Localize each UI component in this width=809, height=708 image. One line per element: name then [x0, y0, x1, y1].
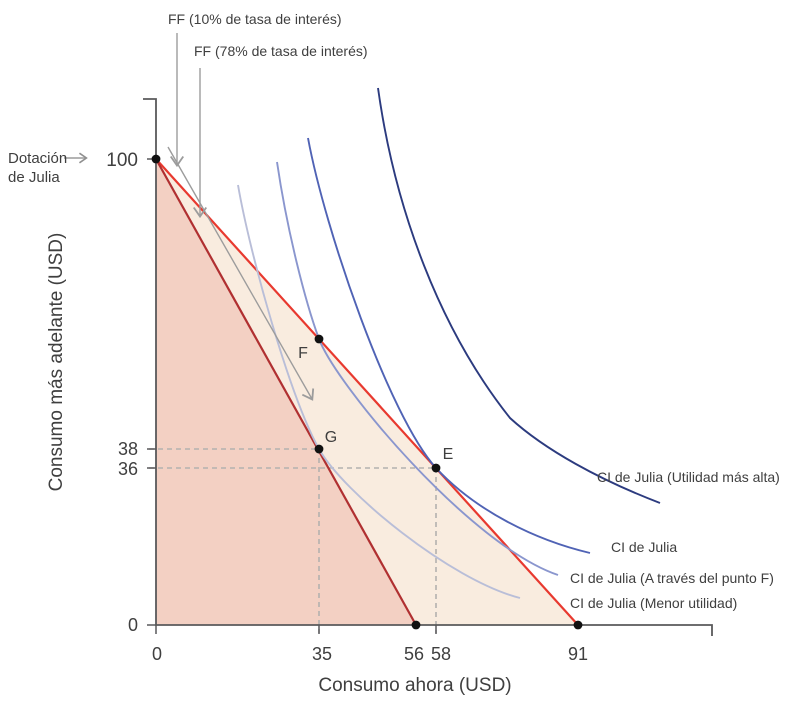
x-axis-title: Consumo ahora (USD) — [318, 675, 511, 696]
ff-10pct-label: FF (10% de tasa de interés) — [168, 11, 342, 27]
ci-julia-curve — [307, 137, 591, 554]
ci-lowest-label: CI de Julia (Menor utilidad) — [570, 595, 737, 611]
indifference-curves — [237, 87, 661, 599]
ci-through-f-label: CI de Julia (A través del punto F) — [570, 570, 774, 586]
dashed-guides — [149, 448, 437, 633]
x-tick-label-91: 91 — [568, 644, 588, 664]
ff-78pct-label: FF (78% de tasa de interés) — [194, 43, 368, 59]
y-axis-title: Consumo más adelante (USD) — [46, 233, 67, 492]
ci-julia-label: CI de Julia — [611, 539, 677, 555]
ci-highest-utility-curve — [377, 87, 661, 504]
endowment-point — [151, 154, 161, 164]
ff-78pct-budget-line — [155, 158, 417, 626]
y-tick-label-0: 0 — [128, 615, 138, 635]
x-tick-label-0: 0 — [152, 644, 162, 664]
y-tick-label-36: 36 — [118, 459, 138, 479]
y-tick-label-100: 100 — [106, 150, 138, 171]
endowment-label-line1: Dotación — [8, 150, 67, 167]
point-e-label: E — [443, 446, 454, 463]
annotation-arrows — [64, 33, 315, 401]
data-points — [151, 154, 583, 630]
intercept-56-point — [411, 620, 421, 630]
y-tick-label-38: 38 — [118, 439, 138, 459]
point-f — [314, 334, 324, 344]
ci-highest-label: CI de Julia (Utilidad más alta) — [597, 469, 780, 485]
point-g-label: G — [325, 429, 337, 446]
x-tick-label-56: 56 — [404, 644, 424, 664]
point-e — [431, 463, 441, 473]
x-tick-label-58: 58 — [431, 644, 451, 664]
point-g — [314, 444, 324, 454]
point-f-label: F — [298, 345, 308, 362]
ci-through-f-curve — [276, 161, 559, 576]
x-tick-label-35: 35 — [312, 644, 332, 664]
f-to-g-arrow — [167, 146, 315, 401]
endowment-label-line2: de Julia — [8, 169, 60, 186]
intercept-91-point — [573, 620, 583, 630]
